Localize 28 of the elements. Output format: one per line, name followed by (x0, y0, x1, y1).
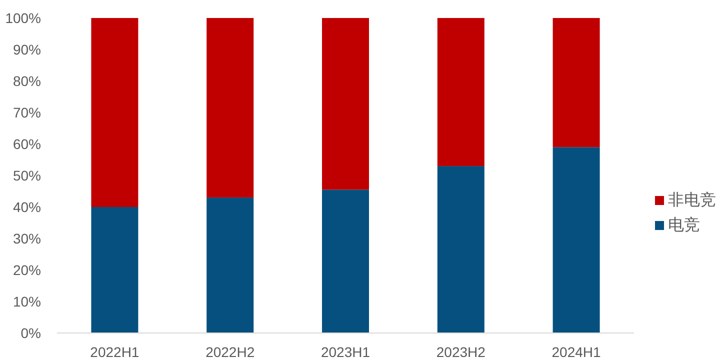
x-tick-label: 2022H2 (206, 344, 255, 360)
y-tick-label: 50% (12, 168, 41, 184)
legend-label: 电竞 (668, 216, 700, 234)
bar (91, 18, 138, 207)
legend-label: 非电竞 (668, 191, 716, 209)
y-tick-label: 40% (12, 199, 41, 215)
x-tick-label: 2023H1 (320, 344, 370, 360)
x-tick-label: 2023H2 (436, 344, 486, 360)
y-tick-label: 10% (12, 294, 41, 310)
x-tick-label: 2022H1 (90, 344, 140, 360)
bar (91, 207, 138, 333)
bar (322, 18, 369, 190)
y-tick-label: 0% (20, 325, 41, 341)
bar (206, 198, 254, 333)
y-tick-label: 100% (5, 10, 41, 26)
bar (552, 147, 600, 333)
bar (552, 18, 600, 148)
x-tick-label: 2024H1 (552, 344, 602, 360)
bar (437, 18, 484, 166)
bar (322, 190, 369, 333)
y-tick-label: 30% (12, 230, 41, 246)
y-tick-label: 90% (12, 42, 41, 58)
bar (206, 18, 254, 198)
y-tick-label: 70% (12, 104, 41, 120)
y-tick-label: 60% (12, 136, 41, 152)
y-tick-label: 80% (12, 73, 41, 89)
y-tick-label: 20% (12, 262, 41, 278)
bar (437, 166, 484, 333)
